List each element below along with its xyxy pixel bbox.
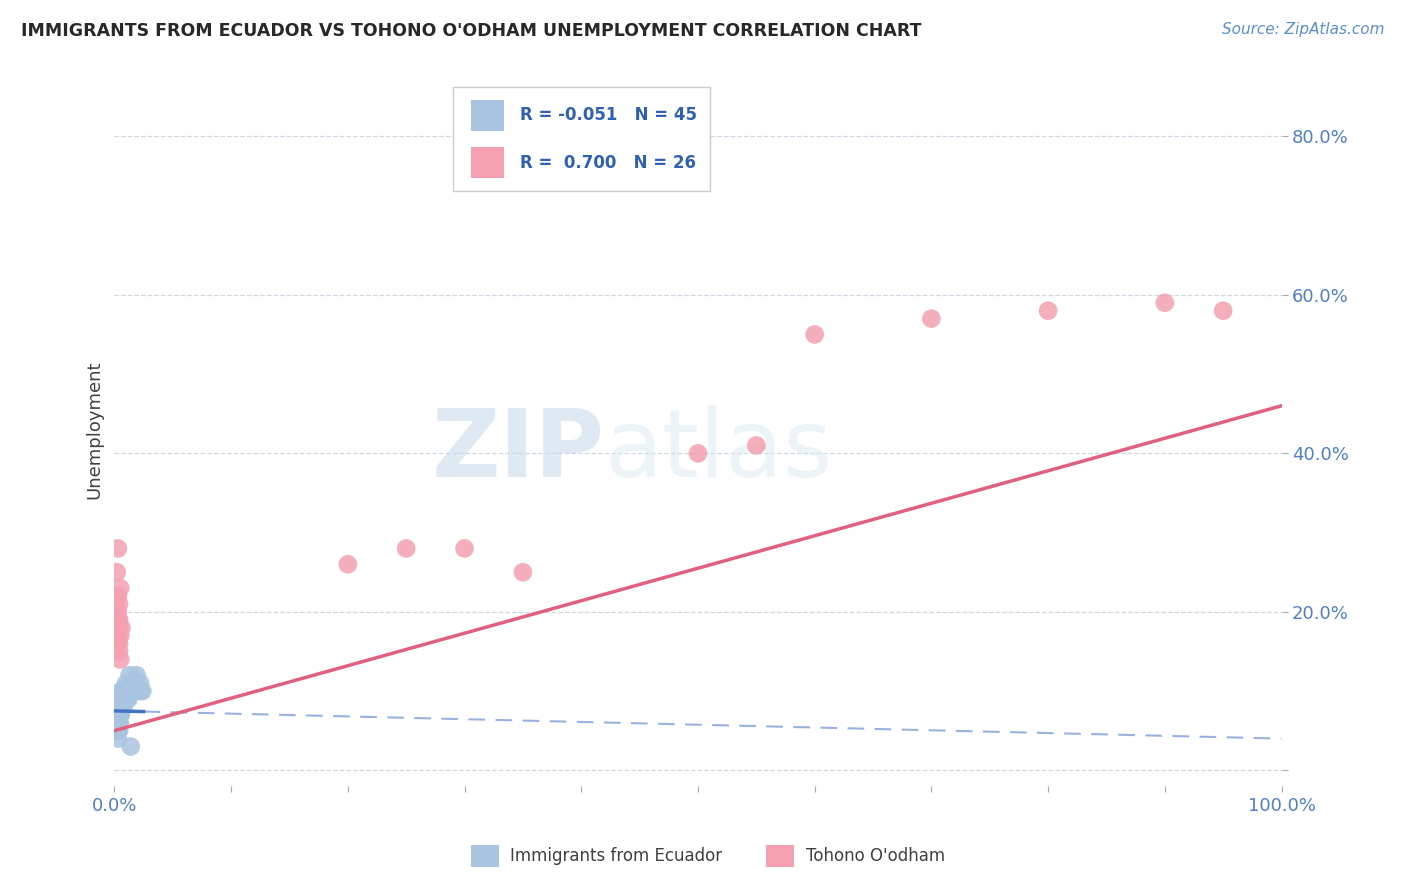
Point xyxy=(108,715,131,730)
Point xyxy=(108,715,131,730)
Point xyxy=(1212,303,1234,318)
Point xyxy=(108,613,131,627)
Point xyxy=(110,692,132,706)
Point xyxy=(107,605,129,619)
Point xyxy=(105,565,128,579)
Point xyxy=(395,541,418,556)
Point xyxy=(131,684,153,698)
Point xyxy=(110,692,132,706)
Point xyxy=(107,613,129,627)
Point xyxy=(118,668,141,682)
Point xyxy=(108,715,131,730)
Point xyxy=(108,597,131,611)
Point xyxy=(107,723,129,738)
Point xyxy=(512,565,534,579)
Point xyxy=(920,311,942,326)
Point xyxy=(107,723,129,738)
Y-axis label: Unemployment: Unemployment xyxy=(86,360,103,499)
Point xyxy=(120,739,142,754)
Point xyxy=(110,692,132,706)
Point xyxy=(110,707,132,722)
Point xyxy=(110,707,132,722)
Text: ZIP: ZIP xyxy=(432,405,605,497)
Point xyxy=(108,636,131,650)
Point xyxy=(117,692,139,706)
Point xyxy=(125,668,148,682)
Point xyxy=(108,715,131,730)
Point xyxy=(129,684,152,698)
Point xyxy=(107,589,129,603)
Point xyxy=(110,707,132,722)
Text: Tohono O'odham: Tohono O'odham xyxy=(806,847,945,865)
Point xyxy=(108,707,131,722)
Point xyxy=(108,723,131,738)
Text: Immigrants from Ecuador: Immigrants from Ecuador xyxy=(510,847,723,865)
Point xyxy=(108,715,131,730)
Point xyxy=(1036,303,1059,318)
Point xyxy=(108,715,131,730)
Point xyxy=(112,699,135,714)
Point xyxy=(108,715,131,730)
Point xyxy=(122,684,145,698)
Point xyxy=(107,541,129,556)
Point xyxy=(115,676,138,690)
Point xyxy=(129,676,152,690)
Point xyxy=(108,621,131,635)
Point xyxy=(110,699,132,714)
Point xyxy=(108,644,131,658)
Point xyxy=(121,676,143,690)
Point xyxy=(110,707,132,722)
Point xyxy=(108,715,131,730)
Point xyxy=(110,684,132,698)
Point xyxy=(110,684,132,698)
Point xyxy=(336,558,359,572)
Point xyxy=(110,699,132,714)
Point xyxy=(1153,295,1175,310)
Text: Source: ZipAtlas.com: Source: ZipAtlas.com xyxy=(1222,22,1385,37)
Point xyxy=(117,692,139,706)
Point xyxy=(803,327,825,342)
Point xyxy=(108,715,131,730)
Point xyxy=(110,707,132,722)
Point xyxy=(107,629,129,643)
Text: R = -0.051   N = 45: R = -0.051 N = 45 xyxy=(520,106,696,124)
Point xyxy=(110,581,132,595)
Point xyxy=(745,438,768,452)
Point xyxy=(110,699,132,714)
Point xyxy=(453,541,475,556)
Point xyxy=(107,707,129,722)
Point xyxy=(686,446,709,460)
Point xyxy=(107,723,129,738)
Point xyxy=(107,731,129,746)
Point xyxy=(110,699,132,714)
Text: atlas: atlas xyxy=(605,405,832,497)
Text: IMMIGRANTS FROM ECUADOR VS TOHONO O'ODHAM UNEMPLOYMENT CORRELATION CHART: IMMIGRANTS FROM ECUADOR VS TOHONO O'ODHA… xyxy=(21,22,921,40)
Point xyxy=(110,699,132,714)
Point xyxy=(110,652,132,666)
Text: R =  0.700   N = 26: R = 0.700 N = 26 xyxy=(520,153,696,172)
Point xyxy=(110,692,132,706)
Point xyxy=(110,699,132,714)
Point xyxy=(110,621,132,635)
Point xyxy=(110,629,132,643)
